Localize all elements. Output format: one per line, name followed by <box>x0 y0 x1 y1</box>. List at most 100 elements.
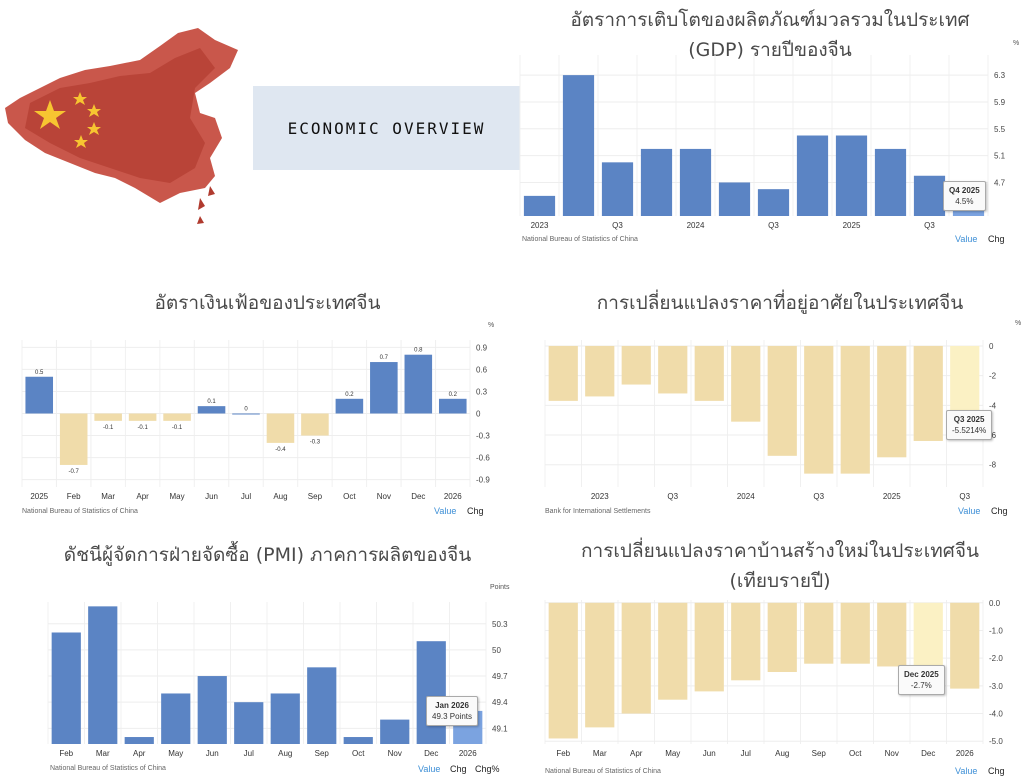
gdp-bar[interactable] <box>601 162 634 216</box>
newhome-bar[interactable] <box>767 602 797 672</box>
pmi-x-label: Aug <box>278 749 292 758</box>
gdp-bar[interactable] <box>874 148 907 216</box>
newhome-chg-link[interactable]: Chg <box>988 766 1005 776</box>
cpi-bar[interactable] <box>335 398 364 414</box>
house-bar[interactable] <box>548 345 578 401</box>
newhome-bar[interactable] <box>731 602 761 681</box>
house-bar[interactable] <box>840 345 870 474</box>
newhome-bar[interactable] <box>621 602 651 714</box>
newhome-bar[interactable] <box>840 602 870 664</box>
gdp-bar[interactable] <box>640 148 673 216</box>
house-bar[interactable] <box>585 345 615 397</box>
cpi-bar[interactable] <box>59 413 88 465</box>
newhome-bar[interactable] <box>694 602 724 692</box>
pmi-x-label: Feb <box>59 749 73 758</box>
gdp-chart: 4.7 5.1 5.5 5.9 6.3 2023 Q3 2024 Q3 2025 Q3 <box>518 55 1018 230</box>
gdp-y-tick: 4.7 <box>994 178 1006 187</box>
newhome-x-label: Jun <box>703 749 716 758</box>
pmi-value-link[interactable]: Value <box>418 764 441 774</box>
newhome-bar[interactable] <box>877 602 907 667</box>
newhome-chart: 0.0 -1.0 -2.0 -3.0 -4.0 -5.0 Feb Mar Apr May Jun Ju… <box>543 598 1013 758</box>
cpi-x-label: Nov <box>377 492 391 501</box>
pmi-bar[interactable] <box>88 606 118 744</box>
house-bar[interactable] <box>877 345 907 458</box>
gdp-source: National Bureau of Statistics of China <box>522 236 638 243</box>
pmi-bar[interactable] <box>161 693 191 744</box>
house-bar[interactable] <box>913 345 943 441</box>
newhome-bar[interactable] <box>585 602 615 728</box>
cpi-bar[interactable] <box>94 413 122 421</box>
newhome-y-tick: 0.0 <box>989 599 1001 608</box>
gdp-svg: 4.7 5.1 5.5 5.9 6.3 2023 Q3 2024 Q3 2025 Q3 <box>519 55 1006 230</box>
newhome-bar[interactable] <box>804 602 834 664</box>
house-bar[interactable] <box>658 345 688 394</box>
gdp-bar[interactable] <box>913 175 946 216</box>
gdp-bar[interactable] <box>796 135 829 217</box>
newhome-y-tick: -4.0 <box>989 710 1003 719</box>
cpi-chg-link[interactable]: Chg <box>467 506 484 516</box>
cpi-bar[interactable] <box>404 354 433 414</box>
gdp-chg-link[interactable]: Chg <box>988 234 1005 244</box>
cpi-data-label: 0 <box>244 407 248 413</box>
gdp-tooltip-value: 4.5% <box>955 197 974 206</box>
gdp-bar[interactable] <box>718 182 751 216</box>
pmi-bar[interactable] <box>124 737 154 744</box>
house-bar[interactable] <box>804 345 834 474</box>
house-x-label: 2023 <box>591 492 609 501</box>
pmi-bar[interactable] <box>197 676 227 744</box>
newhome-y-tick: -2.0 <box>989 654 1003 663</box>
pmi-bar[interactable] <box>51 632 81 744</box>
newhome-x-label: Apr <box>630 749 643 758</box>
newhome-x-label: Sep <box>812 749 827 758</box>
pmi-bar[interactable] <box>307 667 337 744</box>
pmi-x-label: 2026 <box>459 749 477 758</box>
cpi-title-line-1: อัตราเงินเฟ้อของประเทศจีน <box>154 292 381 314</box>
house-bar[interactable] <box>694 345 724 401</box>
newhome-svg: 0.0 -1.0 -2.0 -3.0 -4.0 -5.0 Feb Mar Apr May Jun Ju… <box>544 599 1003 758</box>
house-bar[interactable] <box>731 345 761 422</box>
newhome-bar[interactable] <box>658 602 688 700</box>
pmi-chg-link[interactable]: Chg <box>450 764 467 774</box>
newhome-bar[interactable] <box>548 602 578 739</box>
cpi-title: อัตราเงินเฟ้อของประเทศจีน <box>20 288 515 318</box>
cpi-value-link[interactable]: Value <box>434 506 457 516</box>
cpi-bar[interactable] <box>232 413 260 415</box>
cpi-bar[interactable] <box>438 398 467 414</box>
cpi-x-label: 2025 <box>30 492 48 501</box>
cpi-bar[interactable] <box>163 413 191 421</box>
house-bar[interactable] <box>621 345 651 385</box>
gdp-bar[interactable] <box>835 135 868 217</box>
house-value-link[interactable]: Value <box>958 506 981 516</box>
pmi-bar[interactable] <box>234 702 264 744</box>
cpi-bar[interactable] <box>128 413 157 421</box>
gdp-bar[interactable] <box>679 148 712 216</box>
gdp-bar[interactable] <box>562 75 595 216</box>
house-bar[interactable] <box>767 345 797 456</box>
pmi-y-tick: 49.1 <box>492 724 508 733</box>
pmi-unit: Points <box>490 584 510 591</box>
pmi-bar[interactable] <box>380 719 410 744</box>
house-chart: 0 -2 -4 -6 -8 2023 Q3 2024 Q3 2025 Q3 <box>543 336 1013 501</box>
pmi-bar[interactable] <box>343 737 373 744</box>
house-chg-link[interactable]: Chg <box>991 506 1008 516</box>
economic-overview-banner: ECONOMIC OVERVIEW <box>253 86 520 170</box>
cpi-bar[interactable] <box>25 376 54 414</box>
gdp-bar[interactable] <box>757 189 790 216</box>
cpi-bar[interactable] <box>197 406 226 414</box>
gdp-value-link[interactable]: Value <box>955 234 978 244</box>
cpi-bar[interactable] <box>301 413 329 436</box>
pmi-bar[interactable] <box>270 693 300 744</box>
cpi-x-label: Dec <box>411 492 425 501</box>
cpi-bar[interactable] <box>370 362 398 414</box>
pmi-bar[interactable] <box>416 641 446 744</box>
newhome-bar[interactable] <box>950 602 980 689</box>
cpi-bar[interactable] <box>266 413 295 443</box>
pmi-svg: 49.1 49.4 49.7 50 50.3 Feb Mar Apr May Jun Jul Aug S… <box>47 602 508 758</box>
pmi-chart: 49.1 49.4 49.7 50 50.3 Feb Mar Apr May Jun Jul Aug S… <box>46 598 516 758</box>
gdp-y-tick: 5.9 <box>994 98 1006 107</box>
newhome-title-line-1: การเปลี่ยนแปลงราคาบ้านสร้างใหม่ในประเทศจ… <box>581 540 979 562</box>
pmi-chgpct-link[interactable]: Chg% <box>475 764 500 774</box>
house-x-label: 2024 <box>737 492 755 501</box>
gdp-bar[interactable] <box>523 195 556 216</box>
newhome-value-link[interactable]: Value <box>955 766 978 776</box>
